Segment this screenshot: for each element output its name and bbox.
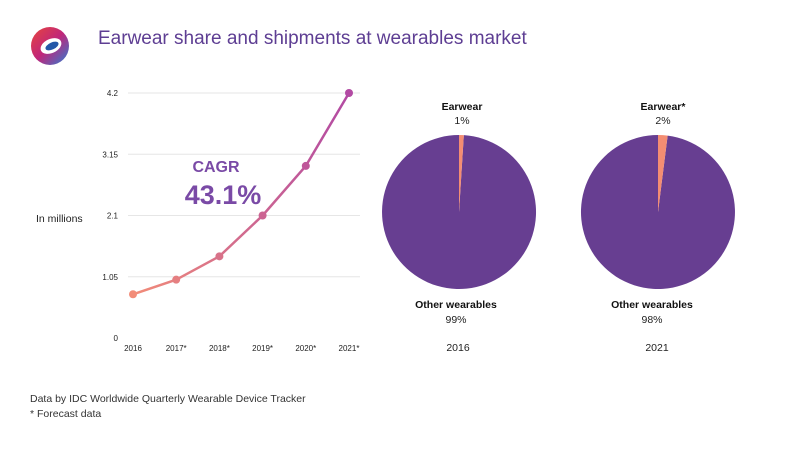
gridlines — [128, 92, 360, 278]
x-tick-label: 2020* — [295, 344, 316, 353]
data-point — [345, 89, 353, 97]
pie-2021-earwear-value: 2% — [655, 115, 670, 127]
y-tick-label: 3.15 — [102, 150, 118, 159]
data-point — [172, 275, 181, 284]
y-tick-labels: 0 1.05 2.1 3.15 4.2 — [102, 89, 118, 343]
pie-2016-year-label: 2016 — [446, 342, 470, 354]
data-point — [301, 161, 310, 170]
pie-2016-other-label: Other wearables — [415, 299, 497, 311]
series-points — [129, 89, 353, 299]
y-tick-label: 2.1 — [107, 212, 119, 221]
x-tick-label: 2017* — [166, 344, 187, 353]
pie-2021-year-label: 2021 — [645, 342, 669, 354]
data-point — [129, 290, 137, 299]
forecast-note: * Forecast data — [30, 408, 102, 420]
x-tick-label: 2021* — [339, 344, 360, 353]
pie-chart-2021: Earwear* 2% Other wearables 98% 2021 — [580, 101, 735, 354]
pie-2016-earwear-slice — [459, 135, 464, 212]
logo-icon — [31, 27, 69, 65]
page-title: Earwear share and shipments at wearables… — [98, 28, 527, 49]
pie-2016-other-value: 99% — [445, 314, 466, 326]
pie-2016-earwear-label: Earwear — [442, 101, 483, 113]
pie-2021-other-label: Other wearables — [611, 299, 693, 311]
x-tick-label: 2018* — [209, 344, 230, 353]
source-note: Data by IDC Worldwide Quarterly Wearable… — [30, 393, 306, 405]
pie-2016-earwear-value: 1% — [454, 115, 469, 127]
y-tick-label: 1.05 — [102, 273, 118, 282]
x-tick-labels: 2016 2017* 2018* 2019* 2020* 2021* — [124, 344, 359, 353]
line-chart: 0 1.05 2.1 3.15 4.2 2016 2017* 2018* 2019* 2020*… — [36, 89, 360, 353]
pie-2021-other-value: 98% — [641, 314, 662, 326]
data-point — [258, 211, 267, 220]
series-line — [132, 92, 351, 296]
y-axis-label: In millions — [36, 213, 83, 225]
pie-2016-other-wearables-slice — [382, 135, 537, 289]
pie-2021-earwear-slice — [658, 135, 668, 212]
pie-2021-earwear-label: Earwear* — [641, 101, 687, 113]
y-tick-label: 0 — [114, 334, 119, 343]
x-tick-label: 2016 — [124, 344, 142, 353]
data-point — [215, 252, 224, 261]
y-tick-label: 4.2 — [107, 89, 119, 98]
pie-chart-2016: Earwear 1% Other wearables 99% 2016 — [382, 101, 537, 354]
cagr-value: 43.1% — [185, 180, 262, 210]
x-tick-label: 2019* — [252, 344, 273, 353]
pie-2021-other-wearables-slice — [580, 135, 735, 290]
cagr-label: CAGR — [192, 159, 240, 176]
